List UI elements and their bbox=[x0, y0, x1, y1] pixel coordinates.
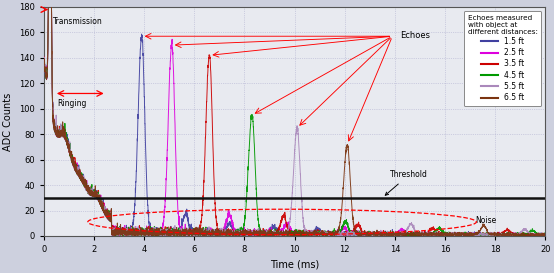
Text: Echoes: Echoes bbox=[400, 31, 430, 40]
Text: Noise: Noise bbox=[475, 216, 496, 225]
Text: Transmission: Transmission bbox=[53, 16, 102, 25]
Y-axis label: ADC Counts: ADC Counts bbox=[3, 92, 13, 151]
Text: Ringing: Ringing bbox=[58, 99, 87, 108]
Text: Threshold: Threshold bbox=[385, 170, 428, 195]
Legend: 1.5 ft, 2.5 ft, 3.5 ft, 4.5 ft, 5.5 ft, 6.5 ft: 1.5 ft, 2.5 ft, 3.5 ft, 4.5 ft, 5.5 ft, … bbox=[464, 11, 541, 106]
X-axis label: Time (ms): Time (ms) bbox=[270, 260, 319, 269]
